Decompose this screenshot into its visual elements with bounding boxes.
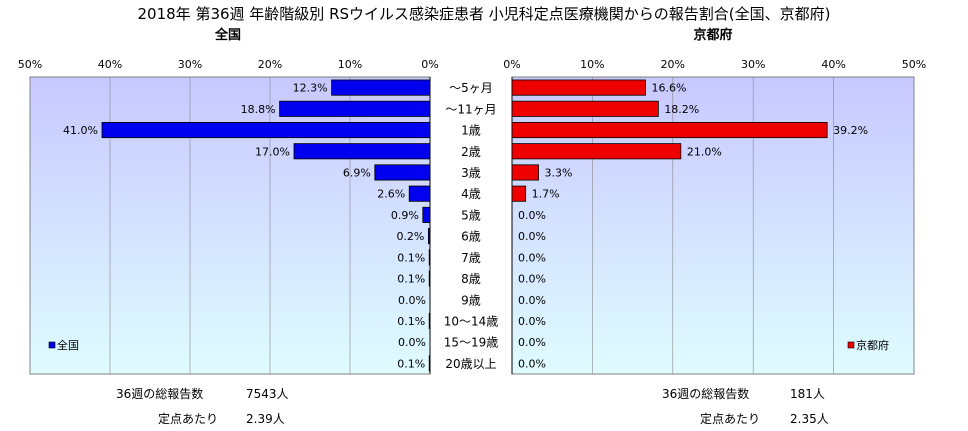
data-label-left: 0.2% bbox=[396, 230, 424, 243]
plot-area-left bbox=[29, 76, 431, 375]
bar-left bbox=[422, 206, 431, 223]
plot-area-right bbox=[511, 76, 915, 375]
data-label-left: 0.0% bbox=[398, 336, 426, 349]
x-tick-label-right: 10% bbox=[580, 58, 604, 71]
chart-title: 2018年 第36週 年齢階級別 RSウイルス感染症患者 小児科定点医療機関から… bbox=[138, 5, 831, 23]
data-label-left: 0.1% bbox=[397, 357, 425, 370]
category-label: 10～14歳 bbox=[444, 314, 499, 328]
bar-left bbox=[101, 121, 431, 139]
bar-left bbox=[279, 100, 431, 117]
category-label: 4歳 bbox=[461, 187, 481, 201]
x-tick-label-left: 50% bbox=[18, 58, 42, 71]
category-label: 15～19歳 bbox=[444, 336, 499, 350]
bar-right bbox=[511, 164, 539, 181]
bar-left bbox=[408, 185, 431, 202]
bar-right bbox=[511, 79, 646, 96]
x-tick-label-left: 40% bbox=[98, 58, 122, 71]
bar-left bbox=[428, 312, 431, 330]
x-tick-label-left: 30% bbox=[178, 58, 202, 71]
category-label: 7歳 bbox=[461, 251, 481, 265]
data-label-right: 16.6% bbox=[651, 82, 686, 95]
data-label-right: 0.0% bbox=[518, 357, 546, 370]
national-total-label: 36週の総報告数 bbox=[116, 387, 204, 401]
data-label-left: 6.9% bbox=[343, 166, 371, 179]
data-label-right: 0.0% bbox=[518, 209, 546, 222]
bar-left bbox=[374, 164, 431, 181]
x-tick-label-left: 10% bbox=[338, 58, 362, 71]
data-label-right: 0.0% bbox=[518, 315, 546, 328]
data-label-right: 0.0% bbox=[518, 336, 546, 349]
bar-left bbox=[293, 143, 431, 160]
data-label-left: 17.0% bbox=[255, 145, 290, 158]
bar-left bbox=[428, 249, 431, 266]
bar-right bbox=[511, 121, 828, 139]
bar-right bbox=[511, 185, 527, 202]
x-tick-label-right: 50% bbox=[902, 58, 926, 71]
data-label-left: 0.1% bbox=[397, 315, 425, 328]
category-label: 9歳 bbox=[461, 293, 481, 307]
category-label: ～5ヶ月 bbox=[449, 81, 493, 95]
category-label: 2歳 bbox=[461, 145, 481, 159]
national-per-value: 2.39人 bbox=[246, 412, 285, 426]
kyoto-per-value: 2.35人 bbox=[790, 412, 829, 426]
national-per-label: 定点あたり bbox=[158, 412, 219, 426]
data-label-left: 0.1% bbox=[397, 251, 425, 264]
data-label-left: 41.0% bbox=[63, 124, 98, 137]
category-label: 20歳以上 bbox=[445, 357, 496, 371]
category-label: ～11ヶ月 bbox=[445, 102, 496, 116]
data-label-left: 12.3% bbox=[293, 82, 328, 95]
category-label: 6歳 bbox=[461, 230, 481, 244]
bar-right bbox=[511, 143, 682, 160]
data-label-left: 18.8% bbox=[241, 103, 276, 116]
data-label-right: 39.2% bbox=[833, 124, 868, 137]
national-total-value: 7543人 bbox=[246, 387, 289, 401]
x-tick-label-right: 40% bbox=[821, 58, 845, 71]
data-label-right: 3.3% bbox=[545, 166, 573, 179]
x-tick-label-left: 0% bbox=[421, 58, 438, 71]
data-label-left: 2.6% bbox=[377, 188, 405, 201]
data-label-right: 0.0% bbox=[518, 273, 546, 286]
data-label-left: 0.1% bbox=[397, 273, 425, 286]
data-label-right: 0.0% bbox=[518, 251, 546, 264]
category-label: 8歳 bbox=[461, 272, 481, 286]
left-panel-title: 全国 bbox=[214, 27, 241, 43]
data-label-right: 0.0% bbox=[518, 230, 546, 243]
kyoto-total-value: 181人 bbox=[790, 387, 825, 401]
data-label-right: 1.7% bbox=[532, 188, 560, 201]
kyoto-per-label: 定点あたり bbox=[700, 412, 761, 426]
data-label-left: 0.9% bbox=[391, 209, 419, 222]
x-tick-label-right: 0% bbox=[503, 58, 520, 71]
legend-swatch-left bbox=[48, 341, 56, 349]
category-label: 5歳 bbox=[461, 208, 481, 222]
kyoto-total-label: 36週の総報告数 bbox=[662, 387, 750, 401]
data-label-left: 0.0% bbox=[398, 294, 426, 307]
bar-left bbox=[428, 270, 431, 287]
data-label-right: 0.0% bbox=[518, 294, 546, 307]
data-label-right: 18.2% bbox=[664, 103, 699, 116]
right-panel-title: 京都府 bbox=[693, 27, 732, 43]
category-label: 3歳 bbox=[461, 166, 481, 180]
bar-left bbox=[428, 355, 431, 372]
bar-left bbox=[427, 228, 431, 245]
x-tick-label-left: 20% bbox=[258, 58, 282, 71]
x-tick-label-right: 20% bbox=[661, 58, 685, 71]
x-tick-label-right: 30% bbox=[741, 58, 765, 71]
legend-label-left: 全国 bbox=[57, 338, 79, 352]
bar-left bbox=[331, 79, 431, 96]
legend-swatch-right bbox=[847, 341, 855, 349]
data-label-right: 21.0% bbox=[687, 145, 722, 158]
legend-label-right: 京都府 bbox=[856, 338, 889, 352]
category-label: 1歳 bbox=[461, 124, 481, 138]
bar-right bbox=[511, 100, 659, 117]
